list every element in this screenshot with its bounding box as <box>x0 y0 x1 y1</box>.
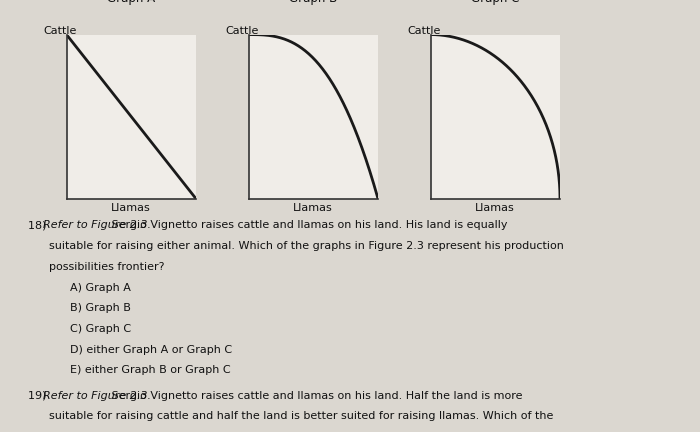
X-axis label: Llamas: Llamas <box>475 203 515 213</box>
Text: E) either Graph B or Graph C: E) either Graph B or Graph C <box>70 365 230 375</box>
X-axis label: Llamas: Llamas <box>293 203 333 213</box>
Text: Sergio Vignetto raises cattle and llamas on his land. Half the land is more: Sergio Vignetto raises cattle and llamas… <box>108 391 522 400</box>
Text: Graph B: Graph B <box>289 0 337 5</box>
Text: Cattle: Cattle <box>43 26 76 36</box>
Text: 19): 19) <box>28 391 50 400</box>
Text: B) Graph B: B) Graph B <box>70 303 131 313</box>
Text: Cattle: Cattle <box>225 26 258 36</box>
Text: possibilities frontier?: possibilities frontier? <box>49 262 164 272</box>
Text: A) Graph A: A) Graph A <box>70 283 131 292</box>
Text: Refer to Figure 2.3.: Refer to Figure 2.3. <box>43 220 151 230</box>
Text: suitable for raising either animal. Which of the graphs in Figure 2.3 represent : suitable for raising either animal. Whic… <box>49 241 564 251</box>
Text: Sergio Vignetto raises cattle and llamas on his land. His land is equally: Sergio Vignetto raises cattle and llamas… <box>108 220 508 230</box>
Text: D) either Graph A or Graph C: D) either Graph A or Graph C <box>70 345 232 355</box>
Text: Graph C: Graph C <box>471 0 519 5</box>
Text: Graph A: Graph A <box>107 0 155 5</box>
Text: C) Graph C: C) Graph C <box>70 324 131 334</box>
Text: 18): 18) <box>28 220 50 230</box>
Text: Cattle: Cattle <box>407 26 440 36</box>
Text: Refer to Figure 2.3.: Refer to Figure 2.3. <box>43 391 151 400</box>
X-axis label: Llamas: Llamas <box>111 203 151 213</box>
Text: suitable for raising cattle and half the land is better suited for raising llama: suitable for raising cattle and half the… <box>49 411 554 421</box>
